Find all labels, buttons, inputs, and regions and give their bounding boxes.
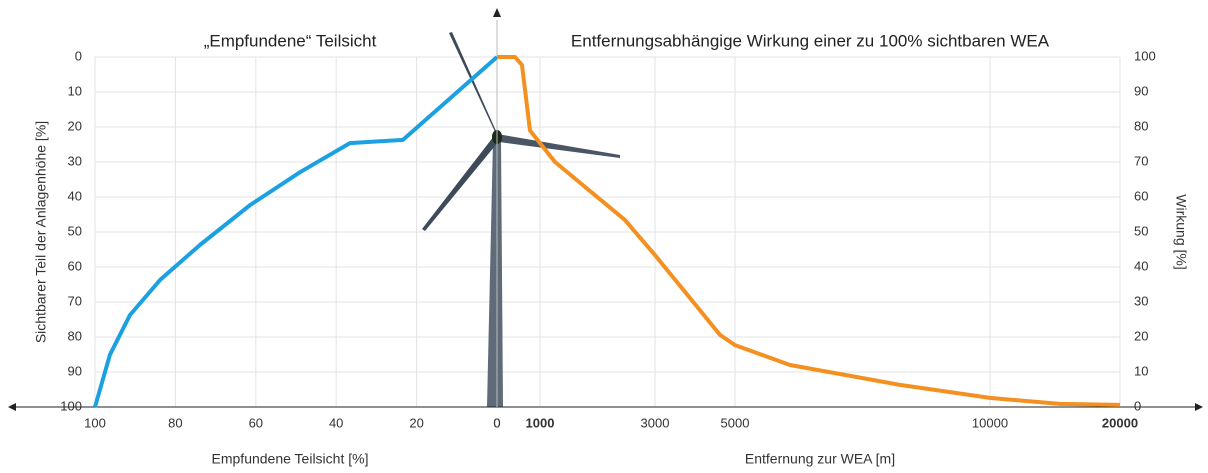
- y-tick-label: 10: [68, 83, 82, 98]
- chart-title: „Empfundene“ Teilsicht: [204, 31, 377, 50]
- y-axis-label: Sichtbarer Teil der Anlagenhöhe [%]: [33, 121, 49, 343]
- y-tick-label: 40: [1134, 258, 1148, 273]
- x-axis-label: Empfundene Teilsicht [%]: [212, 451, 369, 467]
- x-tick-label: 40: [329, 415, 343, 430]
- arrow-up: [493, 8, 501, 17]
- y-tick-label: 0: [75, 48, 82, 63]
- x-tick-label: 20000: [1102, 415, 1138, 430]
- x-tick-label: 0: [493, 415, 500, 430]
- x-tick-label: 100: [84, 415, 106, 430]
- y-tick-label: 40: [68, 188, 82, 203]
- y-tick-label: 10: [1134, 363, 1148, 378]
- x-tick-label: 5000: [721, 415, 750, 430]
- x-tick-label: 20: [409, 415, 423, 430]
- y-tick-label: 20: [68, 118, 82, 133]
- x-tick-label: 1000: [526, 415, 555, 430]
- y-tick-label: 90: [68, 363, 82, 378]
- arrow-right: [1195, 403, 1203, 411]
- turbine-illustration: [422, 32, 620, 407]
- data-line: [497, 55, 1121, 407]
- x-axis-label: Entfernung zur WEA [m]: [745, 451, 895, 467]
- y-tick-label: 100: [60, 398, 82, 413]
- y-tick-label: 50: [1134, 223, 1148, 238]
- x-tick-label: 10000: [972, 415, 1008, 430]
- y-tick-label: 0: [1134, 398, 1141, 413]
- x-tick-label: 80: [168, 415, 182, 430]
- y-tick-label: 80: [68, 328, 82, 343]
- x-tick-label: 60: [249, 415, 263, 430]
- y-tick-label: 60: [1134, 188, 1148, 203]
- y-tick-label: 70: [68, 293, 82, 308]
- y-tick-label: 80: [1134, 118, 1148, 133]
- grid: [94, 56, 1121, 408]
- y-tick-label: 20: [1134, 328, 1148, 343]
- axes: [14, 20, 1196, 408]
- y-tick-label: 30: [1134, 293, 1148, 308]
- chart-title: Entfernungsabhängige Wirkung einer zu 10…: [571, 31, 1050, 50]
- data-line: [93, 55, 499, 408]
- y-axis-label: Wirkung [%]: [1173, 194, 1189, 269]
- y-tick-label: 30: [68, 153, 82, 168]
- plot: „Empfundene“ Teilsicht Empfundene Teilsic…: [33, 31, 1190, 466]
- x-tick-label: 0: [493, 415, 500, 430]
- y-tick-label: 50: [68, 223, 82, 238]
- y-tick-label: 70: [1134, 153, 1148, 168]
- x-tick-label: 3000: [641, 415, 670, 430]
- y-tick-label: 60: [68, 258, 82, 273]
- y-tick-label: 100: [1134, 48, 1156, 63]
- y-tick-label: 90: [1134, 83, 1148, 98]
- arrow-left: [8, 403, 16, 411]
